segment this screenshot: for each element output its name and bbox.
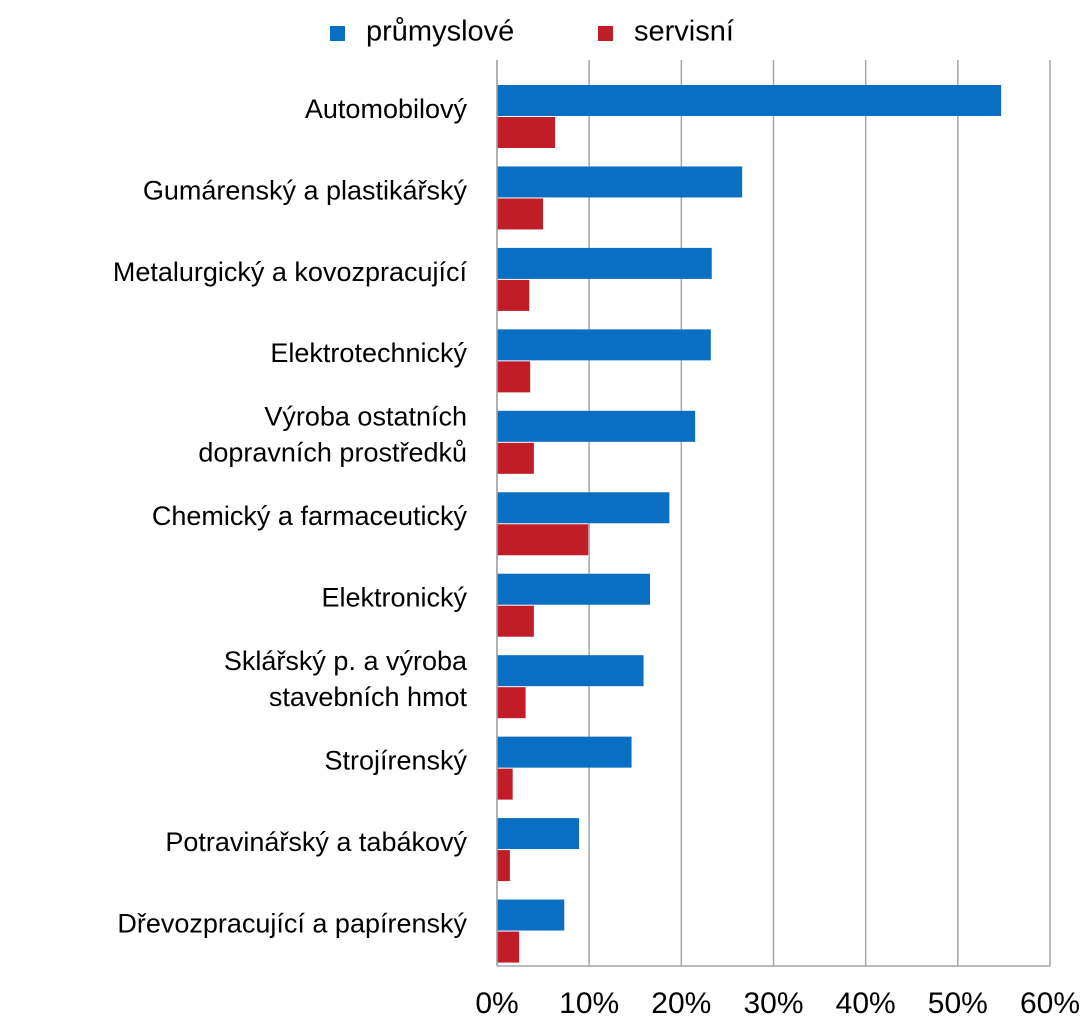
bar [497,818,580,850]
x-tick-label: 40% [836,987,896,1020]
bar [497,410,696,442]
y-tick-label: Elektrotechnický [270,338,467,368]
bar [497,442,534,474]
x-tick-label: 20% [651,987,711,1020]
y-tick-label: Dřevozpracující a papírenský [117,908,467,938]
bar [497,247,712,279]
bar [497,279,530,311]
bar [497,329,711,361]
x-tick-label: 30% [743,987,803,1020]
legend-label: průmyslové [366,16,514,48]
bar [497,931,520,963]
bar [497,361,531,393]
bar [497,850,510,882]
bar [497,573,650,605]
bar [497,198,544,230]
y-tick-label: Chemický a farmaceutický [152,501,468,531]
bar [497,166,743,198]
y-tick-label: Elektronický [321,583,467,613]
x-tick-label: 60% [1020,987,1080,1020]
bar [497,492,670,524]
legend-swatch [330,26,345,41]
y-tick-label: Výroba ostatních dopravních prostředků [198,402,467,468]
bar [497,117,556,148]
y-tick-label: Automobilový [305,94,468,124]
y-tick-label: Metalurgický a kovozpracující [113,257,468,287]
legend-label: servisní [634,16,734,48]
bar [497,85,1002,116]
bar [497,605,534,637]
y-tick-label: Potravinářský a tabákový [165,827,467,857]
y-tick-label: Gumárenský a plastikářský [143,175,468,205]
x-tick-label: 10% [559,987,619,1020]
bar [497,524,589,556]
bar [497,655,644,687]
y-tick-label: Sklářský p. a výroba stavebních hmot [224,646,468,712]
legend-swatch [598,26,613,41]
x-tick-label: 0% [475,987,518,1020]
bar [497,687,526,719]
bar [497,736,632,768]
bar [497,899,565,931]
bar [497,768,513,800]
x-tick-label: 50% [928,987,988,1020]
y-tick-label: Strojírenský [324,745,467,775]
